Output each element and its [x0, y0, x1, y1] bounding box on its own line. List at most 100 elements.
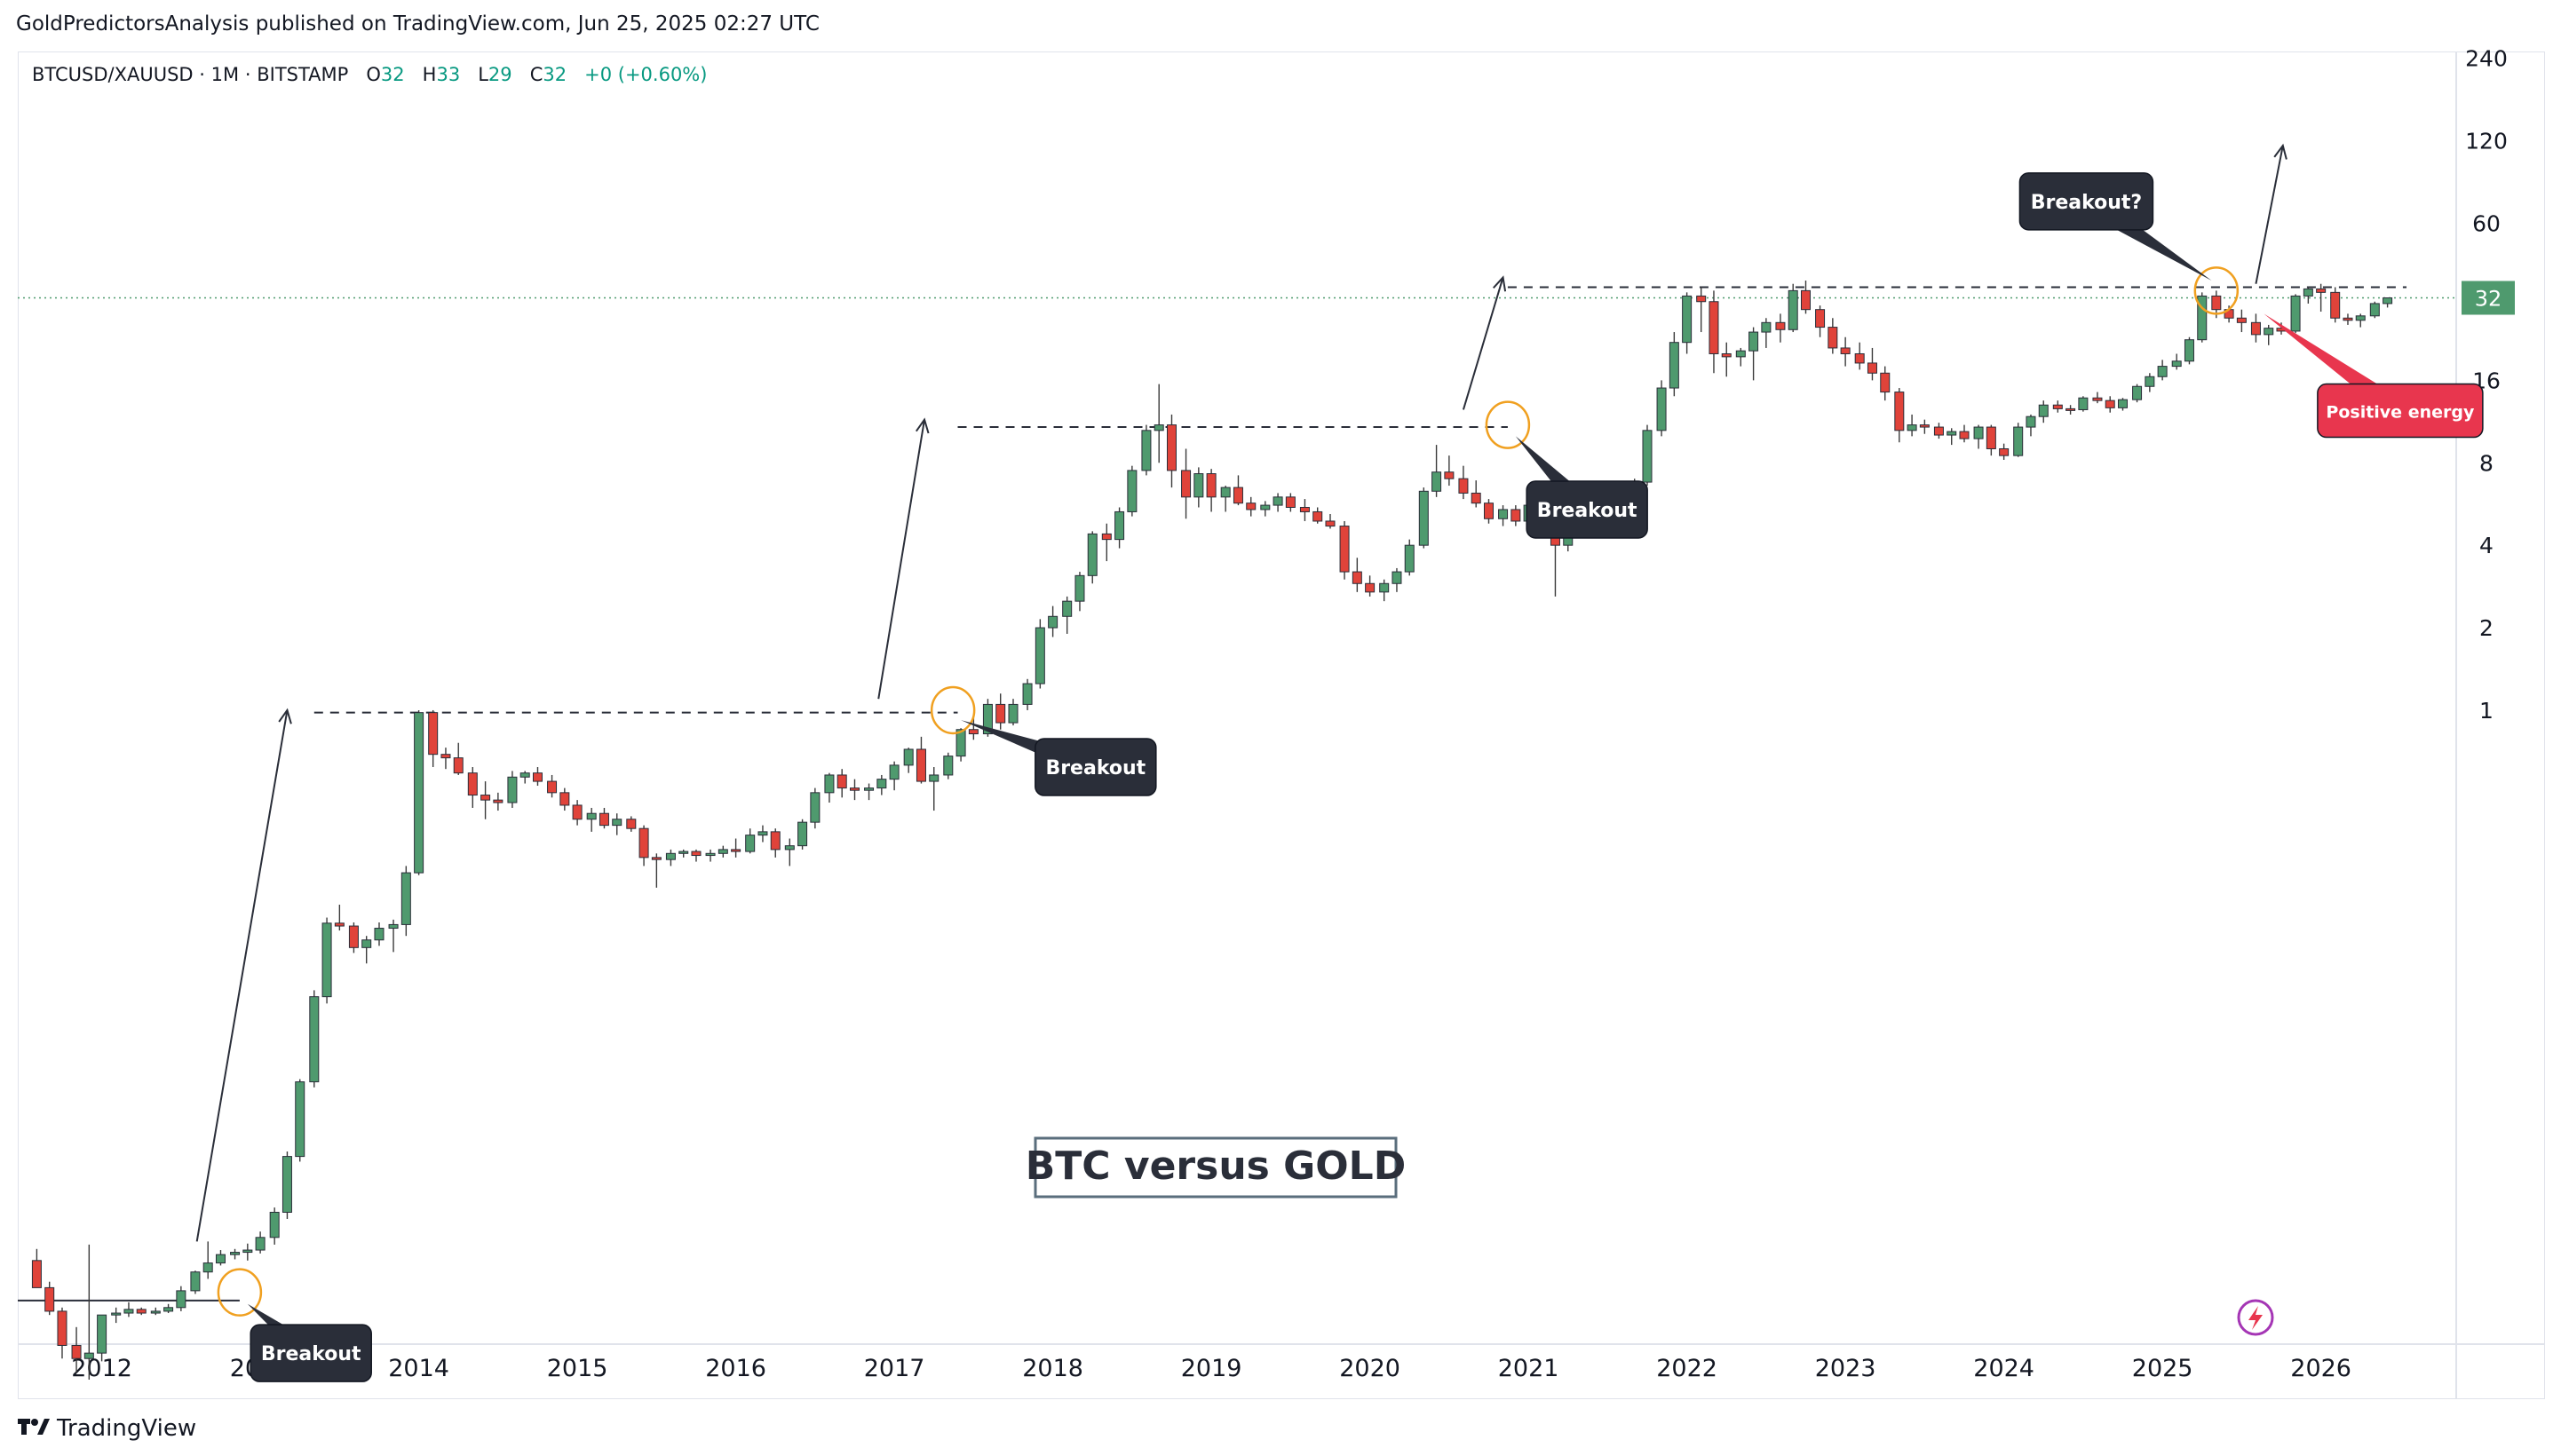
exchange: BITSTAMP — [257, 64, 349, 85]
candle-body-up — [2078, 397, 2089, 410]
candle — [1498, 505, 1509, 526]
candle — [678, 849, 689, 858]
candle — [1299, 499, 1310, 521]
candle-body-down — [638, 827, 649, 859]
candle — [638, 825, 649, 866]
candle-body-up — [1022, 683, 1033, 705]
candle-body-up — [2290, 295, 2301, 332]
candle — [1114, 507, 1125, 549]
candle — [2145, 373, 2155, 392]
candle-body-down — [916, 748, 926, 782]
callout-label: Positive energy — [2326, 403, 2475, 423]
candle — [163, 1303, 174, 1314]
x-tick-label: 2026 — [2290, 1355, 2351, 1382]
candle — [757, 825, 768, 843]
trend-arrow-head — [1493, 275, 1507, 292]
callout-box — [1526, 480, 1648, 539]
tradingview-brand[interactable]: TradingView — [18, 1413, 196, 1443]
candle-body-down — [1721, 352, 1732, 358]
candle — [1022, 678, 1033, 710]
candle-body-down — [1483, 502, 1494, 519]
candle — [1404, 539, 1415, 576]
breakout-circle — [930, 685, 976, 735]
candle-body-up — [1193, 473, 1204, 498]
candle — [745, 828, 756, 854]
time-axis[interactable]: 2012201320142015201620172018201920202021… — [71, 1355, 2351, 1382]
candle-body-up — [190, 1271, 201, 1292]
candle-body-up — [810, 792, 821, 823]
candle — [2132, 384, 2143, 403]
candle-body-up — [1748, 331, 1759, 352]
callout-box — [250, 1324, 372, 1382]
candle-body-up — [1418, 490, 1429, 546]
symbol-name[interactable]: BTCUSD/XAUUSD — [32, 64, 194, 85]
candle — [2157, 360, 2168, 381]
candle-body-up — [2355, 315, 2366, 321]
candle-body-up — [309, 996, 320, 1083]
candle — [770, 828, 781, 858]
candle — [242, 1243, 253, 1261]
candle-body-up — [1947, 431, 1957, 436]
close-label: C — [529, 64, 543, 85]
candle-body-down — [467, 772, 478, 796]
candle — [1483, 499, 1494, 524]
candle-body-down — [348, 925, 359, 948]
candle — [2065, 405, 2076, 415]
candle-body-up — [824, 774, 835, 794]
candle-body-up — [1642, 430, 1653, 483]
y-tick-label: 60 — [2472, 210, 2501, 236]
annotations: Breakout Breakout Breakout Breakout? Positiv… — [195, 143, 2484, 1382]
candle — [1392, 567, 1402, 592]
interval[interactable]: 1M — [210, 64, 240, 85]
candle-body-up — [2171, 360, 2182, 368]
candle-body-up — [1273, 496, 1283, 506]
annotation-callout: Breakout — [1515, 436, 1648, 539]
candle-body-up — [1973, 426, 1984, 439]
candle — [57, 1307, 67, 1359]
candle-body-up — [361, 939, 372, 948]
candle-body-up — [1379, 582, 1390, 593]
candle-body-down — [836, 774, 847, 789]
candle — [2038, 400, 2049, 423]
candle-body-up — [797, 821, 808, 847]
candle-body-up — [2145, 376, 2155, 387]
candle — [1166, 414, 1177, 488]
candle — [2290, 294, 2301, 334]
flash-icon[interactable] — [2237, 1299, 2274, 1336]
low-value: 29 — [488, 64, 512, 85]
symbol-legend[interactable]: BTCUSD/XAUUSD · 1M · BITSTAMP O32 H33 L2… — [32, 64, 707, 85]
candle — [864, 783, 875, 801]
candle-body-down — [2316, 288, 2327, 293]
candle-body-down — [1352, 571, 1362, 584]
candle-body-up — [1114, 510, 1125, 541]
candle-body-up — [2184, 339, 2194, 362]
trend-arrow — [195, 709, 289, 1242]
candle-body-up — [929, 774, 940, 782]
candle — [1471, 480, 1481, 508]
candle — [2343, 313, 2353, 325]
candle — [2316, 283, 2327, 313]
candle-body-down — [1800, 289, 1811, 311]
candle-body-up — [150, 1310, 161, 1314]
breakout-circle — [217, 1268, 263, 1317]
candle — [1761, 318, 1772, 348]
candle-body-down — [1365, 582, 1376, 593]
candle-body-up — [255, 1237, 266, 1251]
candle-body-down — [1325, 520, 1336, 527]
candle-body-up — [321, 922, 332, 998]
candle — [876, 774, 887, 795]
candle — [1854, 342, 1865, 370]
candle-body-up — [400, 872, 411, 925]
candle-body-up — [2118, 399, 2129, 408]
candle — [428, 709, 439, 768]
candle — [1246, 496, 1257, 517]
candle — [1696, 287, 1707, 333]
candle — [230, 1248, 241, 1260]
candle — [1062, 596, 1073, 634]
candle — [215, 1250, 226, 1266]
candle — [929, 767, 940, 811]
candle-body-down — [968, 729, 979, 735]
candle — [1206, 469, 1217, 512]
